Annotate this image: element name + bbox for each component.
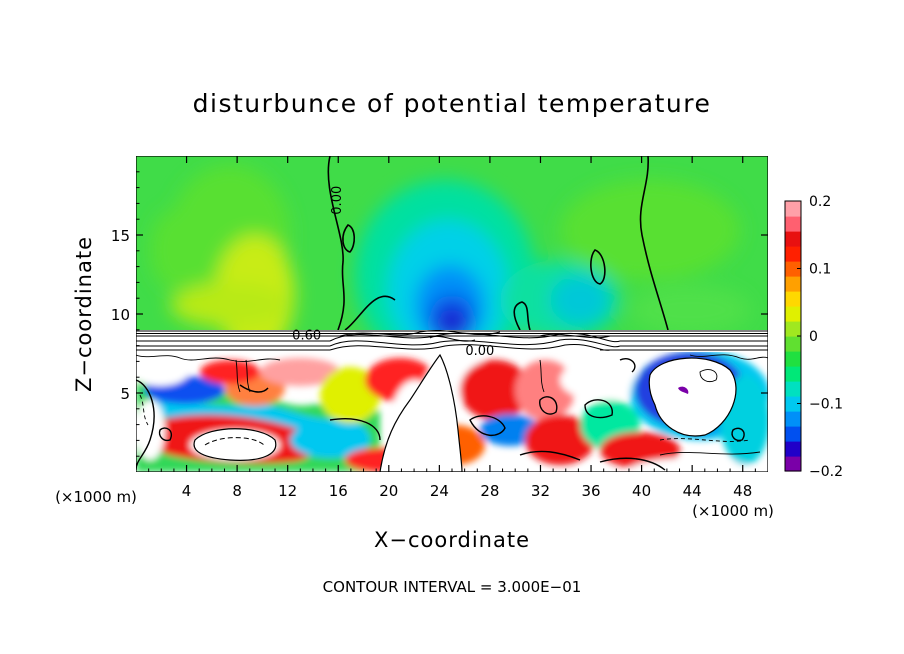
- colorbar-swatch: [785, 426, 801, 442]
- colorbar-swatch: [785, 276, 801, 292]
- colorbar-swatch: [785, 321, 801, 337]
- x-tick-label: 28: [480, 482, 499, 500]
- colorbar-swatch: [785, 216, 801, 232]
- colorbar-swatch: [785, 291, 801, 307]
- x-axis-label: X−coordinate: [374, 528, 530, 552]
- x-tick-label: 48: [733, 482, 752, 500]
- x-axis-unit: (×1000 m): [692, 502, 774, 520]
- x-tick-label: 16: [329, 482, 348, 500]
- x-tick-label: 8: [232, 482, 242, 500]
- colorbar-tick-label: 0.2: [809, 194, 831, 210]
- upper-field: [150, 156, 750, 330]
- y-axis-label: Z−coordinate: [72, 236, 96, 392]
- contour-label: 0.00: [330, 186, 345, 215]
- colorbar-swatch: [785, 231, 801, 247]
- contour-labels: 0.00 0.60 0.00: [292, 186, 494, 359]
- x-tick-label: 36: [581, 482, 600, 500]
- y-axis: 5 10 15: [111, 171, 768, 457]
- colorbar-swatch: [785, 306, 801, 322]
- lower-field: [136, 352, 768, 472]
- colorbar-swatch: [785, 366, 801, 382]
- colorbar: 0.2 0.1 0 −0.1 −0.2: [784, 194, 843, 480]
- colorbar-swatch: [785, 441, 801, 457]
- colorbar-tick-label: −0.1: [809, 397, 843, 413]
- contour-label: 0.00: [465, 344, 494, 359]
- colorbar-swatch: [785, 411, 801, 427]
- contour-label: 0.60: [292, 328, 321, 343]
- colorbar-swatch: [785, 381, 801, 397]
- x-tick-label: 12: [278, 482, 297, 500]
- colorbar-swatch: [785, 336, 801, 352]
- x-tick-label: 40: [632, 482, 651, 500]
- inversion-band: [136, 329, 768, 352]
- colorbar-swatch: [785, 201, 801, 217]
- colorbar-tick-label: 0: [809, 329, 818, 345]
- y-tick-label: 15: [111, 227, 130, 245]
- colorbar-tick-label: −0.2: [809, 464, 843, 480]
- colorbar-swatch: [785, 396, 801, 412]
- y-axis-unit: (×1000 m): [55, 488, 137, 506]
- chart-title: disturbunce of potential temperature: [193, 89, 712, 118]
- y-tick-label: 10: [111, 306, 130, 324]
- plot-area: [136, 156, 768, 472]
- y-tick-label: 5: [120, 385, 130, 403]
- x-tick-label: 20: [379, 482, 398, 500]
- colorbar-tick-label: 0.1: [809, 262, 831, 278]
- x-tick-label: 4: [182, 482, 192, 500]
- colorbar-swatch: [785, 246, 801, 262]
- x-tick-label: 32: [531, 482, 550, 500]
- x-tick-label: 44: [683, 482, 702, 500]
- contour-interval-note: CONTOUR INTERVAL = 3.000E−01: [323, 578, 582, 596]
- x-tick-label: 24: [430, 482, 449, 500]
- x-axis: 4 8 12 16 20 24 28 32 36 40 44 48: [148, 156, 756, 500]
- colorbar-swatch: [785, 351, 801, 367]
- colorbar-swatch: [785, 456, 801, 472]
- colorbar-swatch: [785, 261, 801, 277]
